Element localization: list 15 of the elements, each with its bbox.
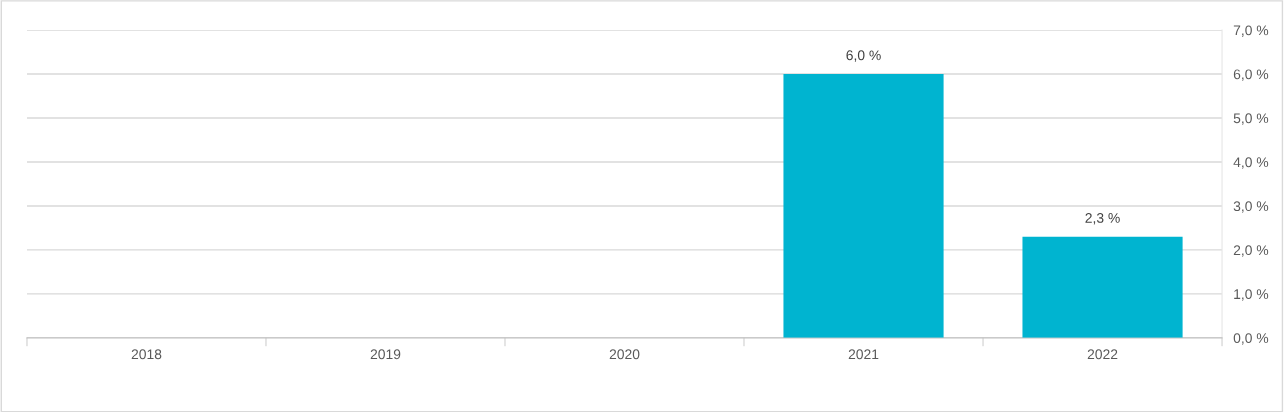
text: 2,3 % [1085,213,1120,225]
x-tick-label: 2020 [609,349,640,360]
x-tick-label: 2022 [1087,349,1118,360]
y-tick-label: 3,0 % [1233,201,1269,213]
text: 6,0 % [846,50,881,62]
y-tick-label: 6,0 % [1233,69,1269,81]
y-tick-label: 7,0 % [1233,25,1269,37]
x-tick-label: 2021 [848,349,879,360]
y-tick-label: 2,0 % [1233,245,1269,257]
y-tick-label: 5,0 % [1233,113,1269,125]
y-tick-label: 1,0 % [1234,289,1269,301]
y-tick-label: 0,0 % [1233,333,1269,345]
x-tick-label: 2018 [131,349,162,360]
x-tick-label: 2019 [370,349,401,360]
y-tick-label: 4,0 % [1233,157,1269,169]
